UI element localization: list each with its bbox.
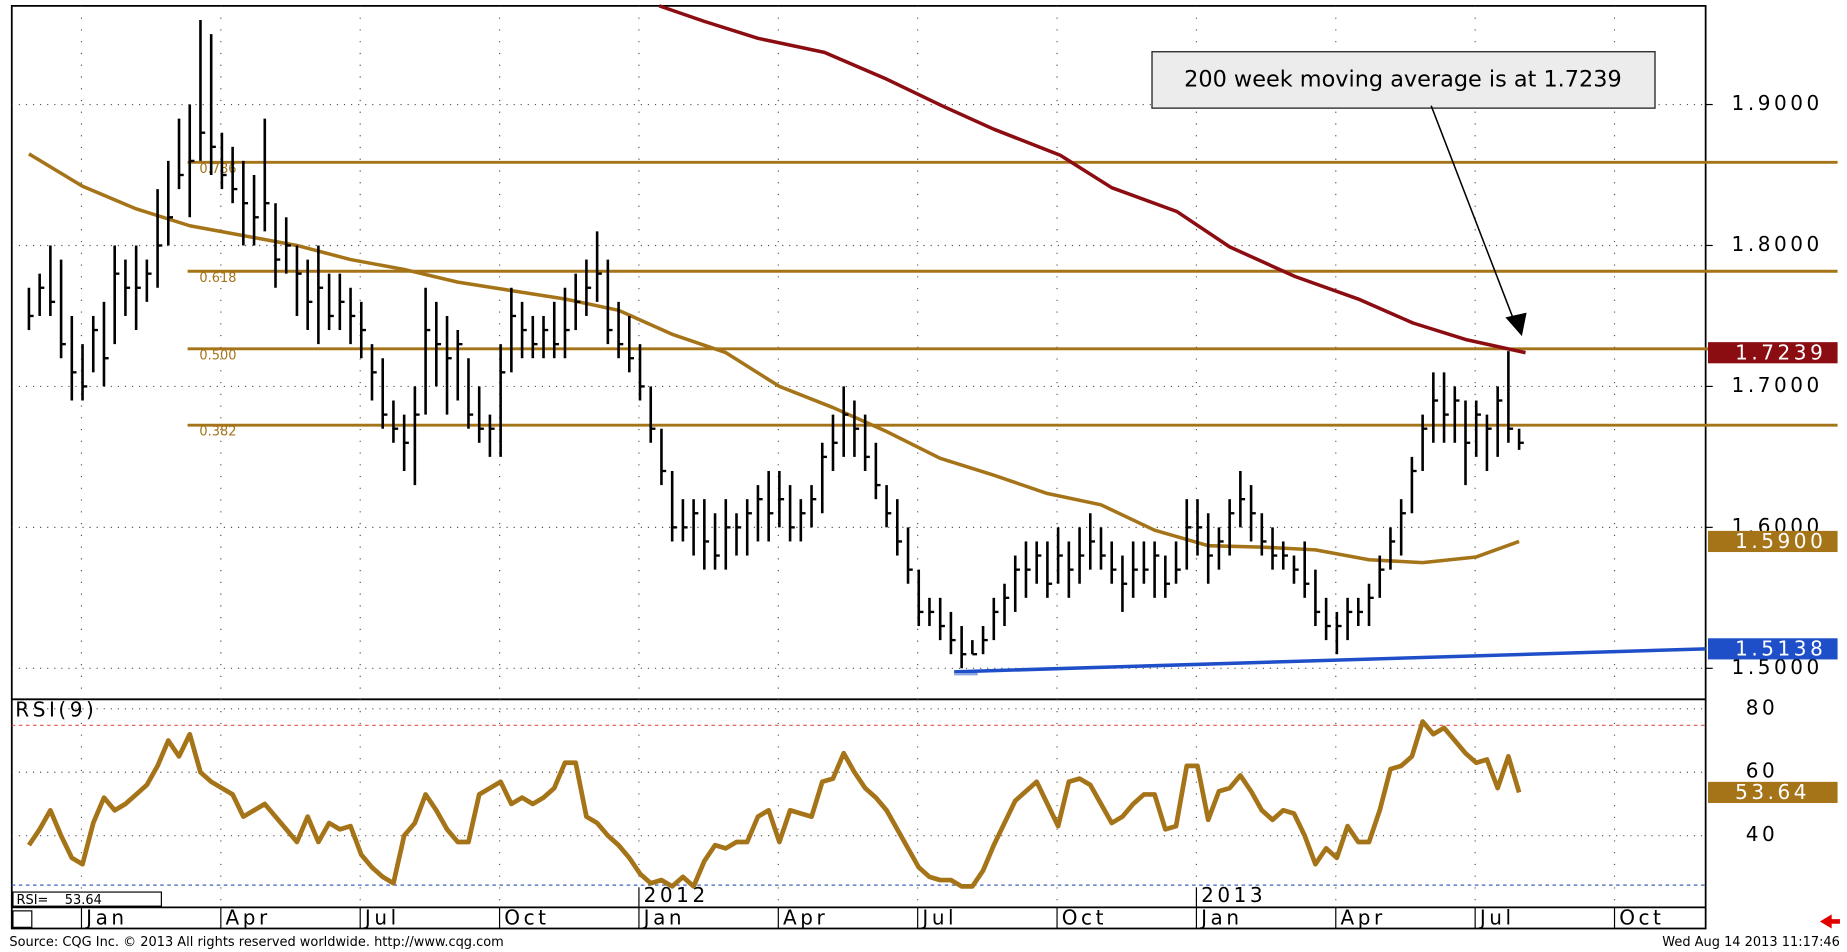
y-tick-label: 1.5000 [1732, 655, 1823, 679]
fib-label: 0.500 [199, 348, 236, 363]
x-tick-label: Apr [226, 906, 271, 930]
rsi-readout-value: 53.64 [65, 893, 102, 908]
year-label: 2012 [644, 883, 709, 907]
arrow-head [1505, 312, 1527, 337]
price-tag [1708, 638, 1838, 660]
scroll-arrow [1819, 914, 1840, 929]
y-tick-label: 1.7000 [1732, 373, 1823, 397]
moving-average [658, 4, 1526, 355]
plot-frame [10, 4, 1707, 930]
price-tag-label: 1.5138 [1735, 637, 1826, 661]
x-tick-label: Jan [642, 906, 685, 930]
price-tag-label: 1.7239 [1735, 340, 1826, 364]
fib-label: 0.618 [199, 271, 236, 286]
annotation-box [1151, 51, 1656, 109]
annotation-arrow [1430, 105, 1515, 320]
rsi-label: RSI(9) [15, 698, 97, 722]
source: Source: CQG Inc. © 2013 All rights reser… [9, 935, 503, 950]
x-tick-label: Oct [504, 906, 549, 930]
price-tag-label: 53.64 [1735, 780, 1810, 804]
moving-average [28, 152, 1520, 565]
x-tick-label: Jul [363, 906, 400, 930]
rsi-readout-box [12, 891, 162, 907]
price-tag-label: 1.5900 [1735, 529, 1826, 553]
fib-label: 0.382 [199, 425, 236, 440]
y-tick-label: 1.8000 [1732, 232, 1823, 256]
trendline [954, 647, 1706, 674]
annotation: 200 week moving average is at 1.7239 [1184, 66, 1622, 92]
rsi-readout: RSI= [16, 893, 48, 908]
x-tick-label: Jul [1478, 906, 1515, 930]
x-tick-label: Jan [84, 906, 127, 930]
price-tag [1708, 781, 1838, 803]
year-label: 2013 [1201, 883, 1266, 907]
x-tick-label: Jan [1199, 906, 1242, 930]
x-tick-label: Oct [1062, 906, 1107, 930]
rsi-line [26, 719, 1522, 889]
x-tick-label: Oct [1619, 906, 1664, 930]
corner-box [12, 910, 33, 928]
price-tag [1708, 530, 1838, 553]
rsi-tick-label: 80 [1746, 695, 1779, 719]
x-tick-label: Jul [920, 906, 957, 930]
rsi-tick-label: 60 [1746, 759, 1779, 783]
fib-label: 0.786 [199, 162, 236, 177]
price-tag [1708, 342, 1838, 364]
timestamp: Wed Aug 14 2013 11:17:46 [1662, 935, 1840, 950]
y-tick-label: 1.9000 [1732, 91, 1823, 115]
x-tick-label: Apr [783, 906, 828, 930]
x-tick-label: Apr [1340, 906, 1385, 930]
rsi-tick-label: 40 [1746, 822, 1779, 846]
